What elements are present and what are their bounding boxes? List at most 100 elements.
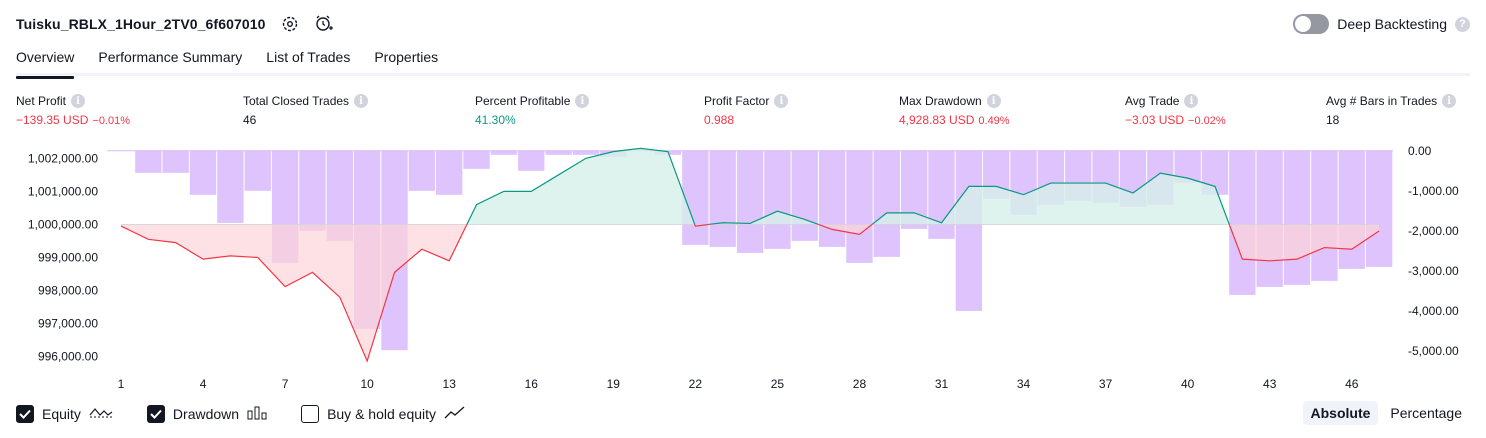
x-axis-tick: 37 <box>1099 377 1113 391</box>
metric-label: Avg Trade i <box>1125 94 1226 108</box>
info-icon[interactable]: i <box>71 94 86 108</box>
x-axis-tick: 4 <box>200 377 207 391</box>
metric-value-text: −139.35 USD <box>16 113 89 127</box>
metric-value-text: 46 <box>243 113 257 127</box>
metric-value-text: −3.03 USD <box>1125 113 1185 127</box>
x-axis-tick: 7 <box>282 377 289 391</box>
legend-drawdown[interactable]: Drawdown <box>146 405 267 423</box>
metric-value-percent: −0.02% <box>1188 115 1226 127</box>
metric-value: 0.988 <box>704 113 788 127</box>
buy-hold-line-icon <box>444 406 466 423</box>
equity-area-profit <box>466 148 1230 225</box>
right-axis-tick: -5,000.00 <box>1408 344 1459 358</box>
gear-icon[interactable] <box>280 14 300 34</box>
drawdown-bar <box>873 150 900 257</box>
help-icon[interactable]: ? <box>1455 16 1470 32</box>
x-axis-tick: 22 <box>689 377 703 391</box>
equity-area-loss <box>121 224 1380 362</box>
equity-line-profit <box>466 147 1230 225</box>
x-axis-tick: 40 <box>1181 377 1195 391</box>
drawdown-bar <box>736 150 764 253</box>
x-axis-tick: 28 <box>853 377 867 391</box>
metric-value: 46 <box>243 113 368 127</box>
deep-backtesting-toggle[interactable] <box>1293 14 1330 34</box>
tab-list-of-trades[interactable]: List of Trades <box>266 49 351 65</box>
metric-profit-factor: Profit Factor i 0.988 <box>704 94 789 127</box>
drawdown-bar <box>1229 150 1256 295</box>
strategy-header: Tuisku_RBLX_1Hour_2TV0_6f607010 <box>16 12 334 36</box>
metric-net-profit: Net Profit i −139.35 USD −0.01% <box>16 94 130 127</box>
deep-backtesting-label: Deep Backtesting <box>1337 16 1447 32</box>
drawdown-bars-icon <box>247 406 267 423</box>
metric-label: Total Closed Trades i <box>243 94 369 108</box>
metric-total-closed-trades: Total Closed Trades i 46 <box>243 94 369 127</box>
drawdown-bar <box>244 150 271 191</box>
drawdown-bar <box>217 150 244 223</box>
drawdown-bar <box>682 150 709 245</box>
metric-label: Percent Profitable i <box>475 94 590 108</box>
info-icon[interactable]: i <box>774 94 789 108</box>
info-icon[interactable]: i <box>354 94 369 108</box>
legend-buy-hold-equity[interactable]: Buy & hold equity <box>301 405 466 423</box>
left-axis-tick: 1,001,000.00 <box>28 184 98 198</box>
legend-label: Buy & hold equity <box>327 406 437 422</box>
drawdown-bar <box>709 150 736 247</box>
equity-line-loss <box>120 224 1380 363</box>
value-mode-switch: Absolute Percentage <box>1302 401 1471 425</box>
drawdown-bar <box>545 150 572 155</box>
info-icon[interactable]: i <box>986 94 1001 108</box>
mode-absolute-button[interactable]: Absolute <box>1302 401 1379 425</box>
metric-label-text: Avg # Bars in Trades <box>1326 94 1438 108</box>
drawdown-bar <box>928 150 955 239</box>
metric-value-percent: 0.49% <box>978 115 1010 127</box>
checkbox[interactable] <box>146 405 165 423</box>
equity-drawdown-chart: 1,002,000.00 1,001,000.00 1,000,000.00 999,… <box>28 144 1459 391</box>
drawdown-bar <box>846 150 873 263</box>
metric-value: −3.03 USD −0.02% <box>1125 113 1226 127</box>
drawdown-bar <box>189 150 217 195</box>
toggle-knob <box>1295 16 1312 32</box>
info-icon[interactable]: i <box>575 94 590 108</box>
mode-percentage-button[interactable]: Percentage <box>1390 405 1462 421</box>
legend-label: Drawdown <box>172 406 240 422</box>
drawdown-bar <box>1256 150 1283 287</box>
metrics-row: Net Profit i −139.35 USD −0.01% Total Closed… <box>16 94 1470 134</box>
info-icon[interactable]: i <box>1442 94 1457 108</box>
equity-line-icon <box>89 406 113 423</box>
metric-label: Avg # Bars in Trades i <box>1326 94 1457 108</box>
metric-avg-trade: Avg Trade i −3.03 USD −0.02% <box>1125 94 1226 127</box>
drawdown-bar <box>490 150 518 155</box>
legend-equity[interactable]: Equity <box>16 405 113 423</box>
legend-label: Equity <box>42 406 81 422</box>
drawdown-bar <box>408 150 436 191</box>
drawdown-bar <box>135 150 162 173</box>
right-axis-tick: -1,000.00 <box>1408 184 1459 198</box>
drawdown-bar <box>572 150 600 155</box>
left-axis-tick: 998,000.00 <box>38 284 98 298</box>
drawdown-bar <box>791 150 818 241</box>
tab-performance-summary[interactable]: Performance Summary <box>98 49 243 65</box>
metric-value: 41.30% <box>475 113 589 127</box>
x-axis-tick: 1 <box>118 377 125 391</box>
metric-value-text: 4,928.83 USD <box>899 113 975 127</box>
tab-overview[interactable]: Overview <box>16 44 75 79</box>
tab-properties[interactable]: Properties <box>374 49 439 65</box>
info-icon[interactable]: i <box>1184 94 1199 108</box>
metric-value: −139.35 USD −0.01% <box>16 113 130 127</box>
metric-label-text: Avg Trade <box>1125 94 1180 108</box>
drawdown-bar <box>1338 150 1365 269</box>
checkbox[interactable] <box>16 405 34 423</box>
drawdown-bar <box>764 150 791 249</box>
metric-label: Max Drawdown i <box>899 94 1010 108</box>
metric-value-text: 41.30% <box>475 113 516 127</box>
metric-label-text: Net Profit <box>16 94 67 108</box>
right-axis-tick: -4,000.00 <box>1408 304 1459 318</box>
metric-avg-bars-in-trades: Avg # Bars in Trades i 18 <box>1326 94 1457 127</box>
left-axis-tick: 1,002,000.00 <box>28 151 98 165</box>
alarm-clock-plus-icon[interactable] <box>314 14 334 34</box>
x-axis-tick: 25 <box>771 377 785 391</box>
metric-value: 4,928.83 USD 0.49% <box>899 113 1010 127</box>
checkbox[interactable] <box>301 405 320 423</box>
drawdown-bar <box>299 150 326 231</box>
metric-max-drawdown: Max Drawdown i 4,928.83 USD 0.49% <box>899 94 1010 127</box>
